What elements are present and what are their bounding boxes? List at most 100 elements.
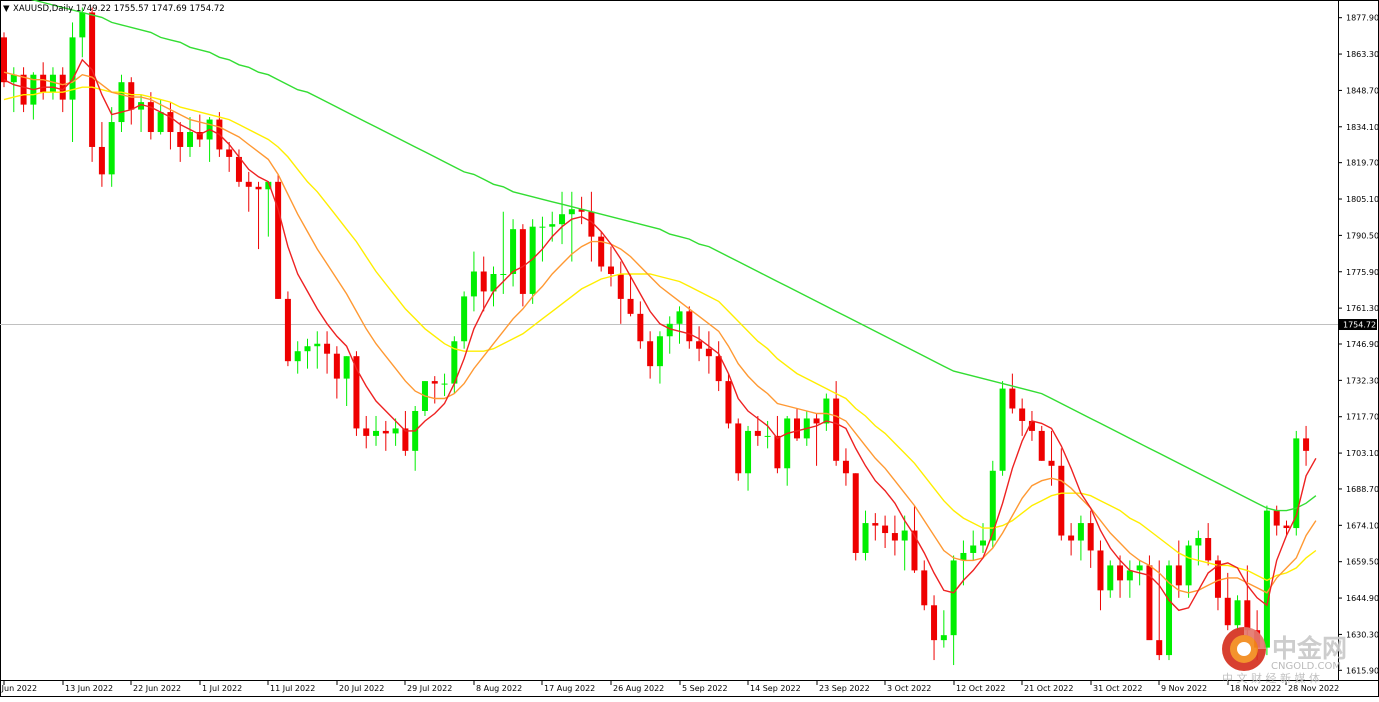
bull-candle-body [950,560,957,636]
bear-candle-body [813,418,820,424]
bear-candle-body [226,149,233,157]
candle [177,122,184,162]
bear-candle-body [177,132,184,147]
bear-candle-body [607,266,614,274]
bull-candle-body [940,635,947,641]
bull-candle-body [187,132,194,147]
bear-candle-body [480,271,487,292]
bear-candle-body [1214,560,1221,598]
price-tick-label: 1732.30 [1346,376,1379,385]
bear-candle-body [891,533,898,541]
bull-candle-body [157,112,164,133]
time-axis[interactable]: 3 Jun 2022 13 Jun 2022 22 Jun 2022 1 Jul 20… [0,680,1339,693]
candle [79,7,86,58]
bear-candle-body [1028,420,1035,431]
candle [1117,555,1124,598]
bear-candle-body [284,298,291,362]
candle [705,331,712,374]
bull-candle-body [989,470,996,541]
bear-candle-body [715,356,722,382]
candle [598,231,605,272]
bear-candle-body [1146,565,1153,641]
bull-candle-body [392,428,399,434]
bull-candle-body [373,430,380,436]
bull-candle-body [960,552,967,561]
candle [1126,560,1133,598]
bear-candle-body [196,132,203,140]
bear-candle-body [921,570,928,606]
watermark-brand: 中金网 [1272,634,1347,663]
bull-candle-body [1263,510,1270,648]
candle [637,301,644,349]
candle [1205,523,1212,566]
bull-candle-body [1185,545,1192,586]
bull-candle-body [314,343,321,347]
price-tick-label: 1805.10 [1346,195,1379,204]
bull-candle-body [999,388,1006,471]
price-tick-label: 1848.70 [1346,86,1379,95]
bull-candle-body [69,37,76,100]
bull-candle-body [451,341,458,384]
bear-candle-body [353,356,360,429]
bear-candle-body [1117,565,1124,581]
price-axis[interactable]: 1877.90 1863.30 1848.70 1834.10 1819.70 1805.… [1338,14,1379,676]
bear-candle-body [1224,597,1231,626]
time-tick-label: 12 Oct 2022 [956,684,1005,693]
bear-candle-body [911,530,918,571]
bear-candle-body [793,418,800,439]
time-tick-label: 28 Nov 2022 [1288,684,1339,693]
bear-candle-body [852,473,859,553]
bull-candle-body [666,323,673,337]
candle [588,191,595,262]
bull-candle-body [549,224,556,227]
ma-slow-line [3,86,1317,582]
candle [480,256,487,312]
bull-candle-body [1107,565,1114,591]
price-tick-label: 1834.10 [1346,123,1379,132]
candle [1224,572,1231,631]
candle [1283,520,1290,536]
candle [784,415,791,486]
candle [1107,560,1114,598]
candle [960,540,967,586]
collapse-arrow-icon[interactable]: ▼ [3,4,10,14]
candle [1058,448,1065,541]
price-tick-label: 1746.90 [1346,340,1379,349]
candle [647,331,654,379]
candle [402,410,409,456]
bull-candle-body [1293,438,1300,529]
candle [1009,373,1016,414]
candle [196,114,203,147]
candle [118,74,125,133]
bear-candle-body [833,398,840,461]
candle [970,530,977,561]
candle [901,515,908,571]
bear-candle-body [167,112,174,133]
symbol-ohlc-label: XAUUSD,Daily 1749.22 1755.57 1747.69 175… [13,4,225,14]
candle [461,291,468,349]
time-tick-label: 8 Aug 2022 [476,684,522,693]
price-tag-label: 1754.72 [1343,321,1376,330]
candle [1048,430,1055,486]
bull-candle-body [441,383,448,385]
bear-candle-body [363,428,370,436]
bull-candle-body [118,82,125,123]
candle [187,117,194,157]
bear-candle-body [1068,535,1075,541]
price-tick-label: 1790.50 [1346,231,1379,240]
candle [1195,530,1202,566]
bull-candle-body [764,435,771,437]
bear-candle-body [637,313,644,342]
bear-candle-body [647,341,654,367]
bear-candle-body [40,74,47,93]
bear-candle-body [627,298,634,314]
candle [872,513,879,541]
bear-candle-body [578,209,585,212]
bull-candle-body [1234,600,1241,626]
bear-candle-body [1205,538,1212,561]
candle [676,306,683,344]
price-tick-label: 1775.90 [1346,268,1379,277]
candle [921,560,928,611]
price-tick-label: 1674.10 [1346,521,1379,530]
candle [108,107,115,187]
